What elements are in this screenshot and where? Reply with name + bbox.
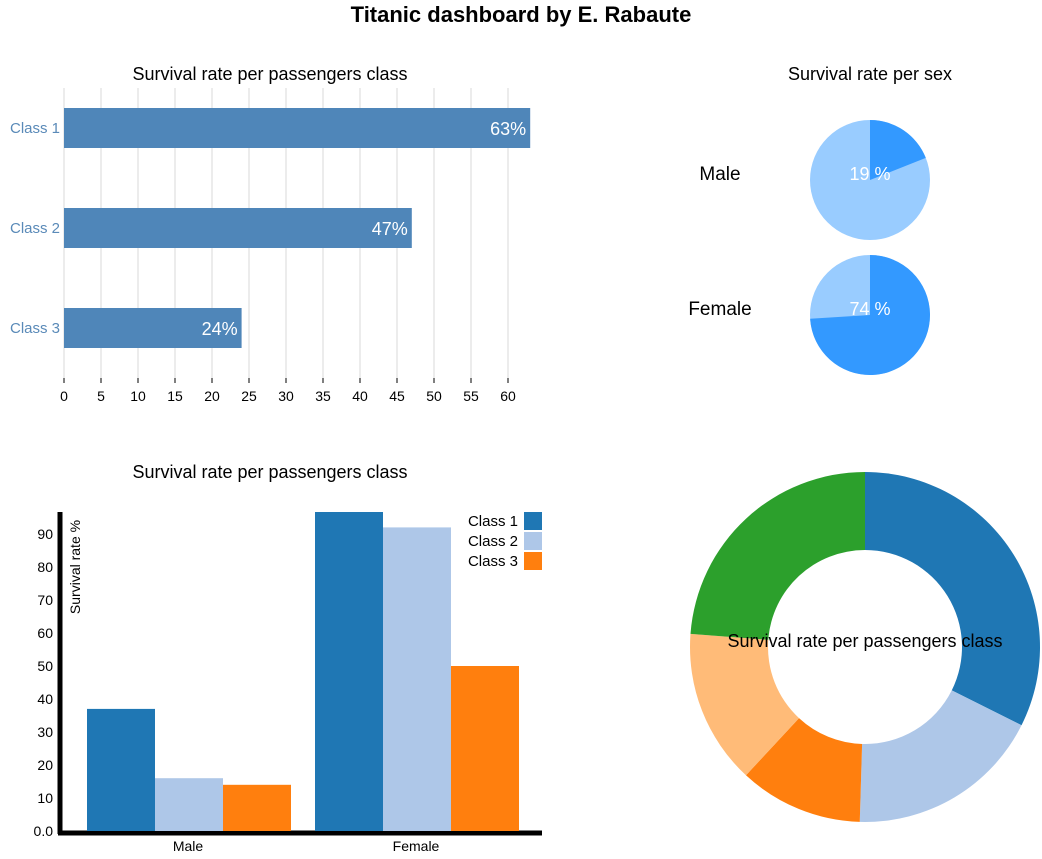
gbar-legend-label: Class 1 (468, 513, 518, 530)
hbar-x-tick-label: 15 (167, 388, 183, 404)
donut-slice (859, 690, 1022, 822)
gbar-bar (315, 512, 383, 831)
hbar-category-label: Class 1 (10, 120, 60, 137)
grouped-bar-chart: Survival rate per passengers class 0.0 10 2… (34, 462, 542, 854)
pie-survived-slice (810, 255, 930, 375)
pie-title: Survival rate per sex (788, 64, 952, 84)
hbar-value-label: 63% (490, 119, 526, 139)
hbar-x-tick-label: 5 (97, 388, 105, 404)
gbar-y-axis-label: Survival rate % (67, 520, 83, 614)
gbar-y-tick-label: 50 (37, 658, 53, 674)
hbar-value-label: 47% (372, 219, 408, 239)
gbar-legend-label: Class 3 (468, 553, 518, 570)
gbar-bar (223, 784, 291, 831)
hbar-x-tick-label: 55 (463, 388, 479, 404)
gbar-bar (155, 778, 223, 831)
gbar-y-tick-label: 10 (37, 790, 53, 806)
pie-survived-slice (870, 120, 926, 180)
hbar-x-tick-label: 35 (315, 388, 331, 404)
pie-sex-label: Male (699, 164, 740, 185)
hbar-bar (64, 308, 242, 348)
hbar-x-tick-label: 50 (426, 388, 442, 404)
hbar-value-label: 24% (202, 319, 238, 339)
hbar-x-tick-label: 40 (352, 388, 368, 404)
hbar-bar (64, 108, 531, 148)
hbar-chart: Survival rate per passengers class 0 5 10 15… (10, 64, 531, 404)
gbar-y-tick-label: 70 (37, 592, 53, 608)
hbar-category-label: Class 2 (10, 220, 60, 237)
donut-chart: Survival rate per passengers class (690, 471, 1040, 822)
hbar-x-tick-label: 60 (500, 388, 516, 404)
gbar-bar (451, 666, 519, 831)
hbar-title: Survival rate per passengers class (132, 64, 407, 84)
hbar-category-label: Class 3 (10, 320, 60, 337)
gbar-legend-swatch (524, 512, 542, 530)
donut-slice (690, 633, 800, 776)
hbar-x-tick-label: 30 (278, 388, 294, 404)
gbar-y-tick-label: 80 (37, 559, 53, 575)
hbar-x-tick-label: 45 (389, 388, 405, 404)
gbar-y-tick-label: 90 (37, 526, 53, 542)
pie-value-label: 74 % (849, 299, 890, 319)
gbar-y-tick-label: 60 (37, 625, 53, 641)
donut-title: Survival rate per passengers class (727, 631, 1002, 651)
donut-slice (745, 718, 863, 822)
donut-slice (865, 472, 1040, 726)
gbar-bar (87, 708, 155, 831)
gbar-legend-swatch (524, 532, 542, 550)
gbar-y-tick-label: 40 (37, 691, 53, 707)
pie-sex-label: Female (688, 299, 751, 320)
gbar-legend-label: Class 2 (468, 533, 518, 550)
hbar-x-tick-label: 20 (204, 388, 220, 404)
gbar-legend-swatch (524, 552, 542, 570)
hbar-x-tick-label: 25 (241, 388, 257, 404)
gbar-category-label: Female (393, 838, 440, 854)
gbar-category-label: Male (173, 838, 204, 854)
hbar-bar (64, 208, 412, 248)
dashboard-title: Titanic dashboard by E. Rabaute (350, 2, 692, 27)
hbar-x-tick-label: 10 (130, 388, 146, 404)
gbar-title: Survival rate per passengers class (132, 462, 407, 482)
gbar-bar (383, 527, 451, 831)
gbar-y-tick-label: 0.0 (34, 823, 54, 839)
donut-slice (690, 471, 865, 640)
pie-value-label: 19 % (849, 164, 890, 184)
gbar-y-tick-label: 30 (37, 724, 53, 740)
sex-pie-chart: Survival rate per sex Male 19 % Female 74 % (688, 64, 952, 375)
gbar-y-tick-label: 20 (37, 757, 53, 773)
hbar-x-tick-label: 0 (60, 388, 68, 404)
